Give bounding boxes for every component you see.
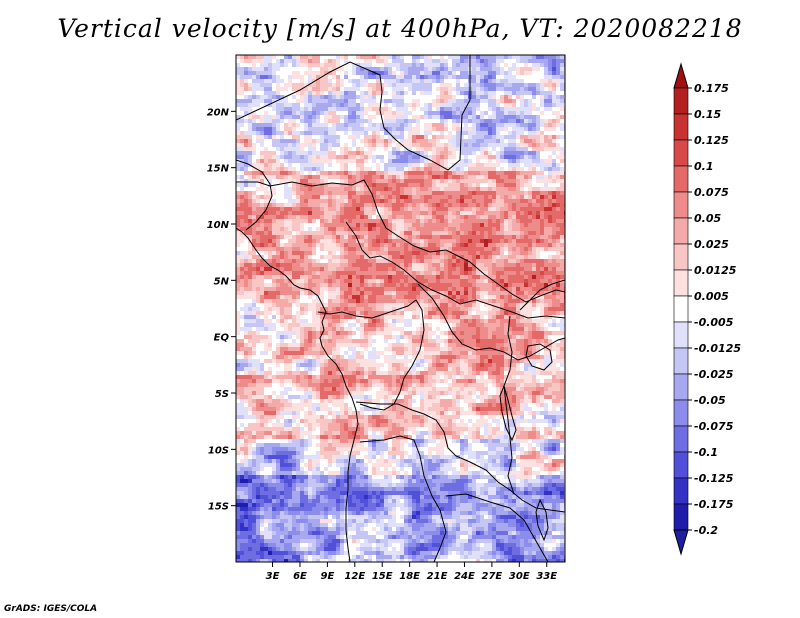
- colorbar-label: 0.15: [694, 108, 721, 121]
- colorbar-label: -0.005: [694, 316, 734, 329]
- coastline: [236, 227, 359, 562]
- colorbar-label: 0.075: [694, 186, 729, 199]
- colorbar-swatch: [673, 243, 689, 271]
- lon-tick-label: 33E: [536, 571, 557, 582]
- lon-tick-label: 30E: [509, 571, 530, 582]
- lat-tick-label: 10N: [207, 220, 230, 231]
- border-west: [236, 159, 273, 231]
- border-angola: [359, 435, 447, 562]
- lat-tick-label: 20N: [207, 107, 230, 118]
- colorbar-swatch: [673, 451, 689, 479]
- colorbar-label: -0.175: [694, 498, 734, 511]
- colorbar-swatch: [673, 217, 689, 245]
- border-east: [519, 279, 565, 311]
- colorbar-swatch: [673, 87, 689, 115]
- colorbar-swatch: [673, 321, 689, 349]
- border-drc-east: [503, 315, 515, 495]
- lon-tick-label: 27E: [482, 571, 503, 582]
- colorbar-label: 0.005: [694, 290, 729, 303]
- colorbar-swatch: [673, 503, 689, 531]
- colorbar-swatch: [673, 373, 689, 401]
- colorbar-label: -0.075: [694, 420, 734, 433]
- lake-tanganyika: [499, 384, 517, 442]
- border-congo: [317, 299, 425, 411]
- map-frame: [235, 54, 566, 563]
- colorbar-swatch: [673, 139, 689, 167]
- colorbar-label: 0.05: [694, 212, 721, 225]
- colorbar-swatch: [673, 269, 689, 297]
- colorbar-swatch: [673, 399, 689, 427]
- colorbar-label: -0.05: [694, 394, 726, 407]
- colorbar-swatch: [673, 477, 689, 505]
- lon-tick-label: 18E: [399, 571, 420, 582]
- colorbar-swatch: [673, 347, 689, 375]
- country-borders: [236, 55, 565, 562]
- colorbar-label: -0.125: [694, 472, 734, 485]
- colorbar-label: 0.025: [694, 238, 729, 251]
- lat-tick-label: 10S: [208, 445, 229, 456]
- colorbar: 0.175 0.15 0.125 0.1 0.075 0.05 0.025 0.0125 0.0…: [673, 62, 741, 556]
- latitude-axis: 20N 15N 10N 5N EQ 5S 10S 15S: [207, 107, 236, 513]
- lat-tick-label: 5N: [214, 276, 230, 287]
- lat-tick-label: EQ: [214, 333, 230, 344]
- colorbar-label: -0.2: [694, 524, 718, 537]
- border-north: [236, 55, 471, 171]
- velocity-field: [236, 55, 565, 562]
- colorbar-swatch: [673, 191, 689, 219]
- colorbar-swatch: [673, 425, 689, 453]
- grads-credit: GrADS: IGES/COLA: [4, 604, 98, 614]
- colorbar-label: 0.0125: [694, 264, 737, 277]
- colorbar-label: -0.0125: [694, 342, 741, 355]
- lake-malawi: [535, 498, 549, 542]
- lon-tick-label: 15E: [372, 571, 393, 582]
- border-lakes: [417, 283, 565, 361]
- colorbar-label: -0.1: [694, 446, 718, 459]
- border-south: [355, 401, 565, 513]
- lon-tick-label: 3E: [266, 571, 280, 582]
- lat-tick-label: 15S: [208, 502, 229, 513]
- border-zambia: [445, 493, 549, 562]
- lake-victoria: [525, 343, 553, 371]
- lon-tick-label: 9E: [320, 571, 334, 582]
- colorbar-swatch: [673, 165, 689, 193]
- colorbar-top-arrow: [673, 62, 689, 89]
- colorbar-label: 0.125: [694, 134, 729, 147]
- lat-tick-label: 5S: [215, 389, 229, 400]
- chart-title: Vertical velocity [m/s] at 400hPa, VT: 2…: [57, 14, 743, 43]
- lon-tick-label: 21E: [427, 571, 448, 582]
- lat-tick-label: 15N: [207, 164, 230, 175]
- colorbar-bottom-arrow: [673, 529, 689, 556]
- lon-tick-label: 24E: [454, 571, 475, 582]
- colorbar-label: -0.025: [694, 368, 734, 381]
- colorbar-swatch: [673, 295, 689, 323]
- colorbar-swatch: [673, 113, 689, 141]
- longitude-axis: 3E 6E 9E 12E 15E 18E 21E 24E 27E 30E 33E: [266, 562, 557, 582]
- border-sahel: [236, 179, 565, 303]
- border-central: [345, 221, 565, 319]
- lon-tick-label: 12E: [344, 571, 365, 582]
- colorbar-label: 0.1: [694, 160, 714, 173]
- colorbar-label: 0.175: [694, 82, 729, 95]
- lon-tick-label: 6E: [293, 571, 307, 582]
